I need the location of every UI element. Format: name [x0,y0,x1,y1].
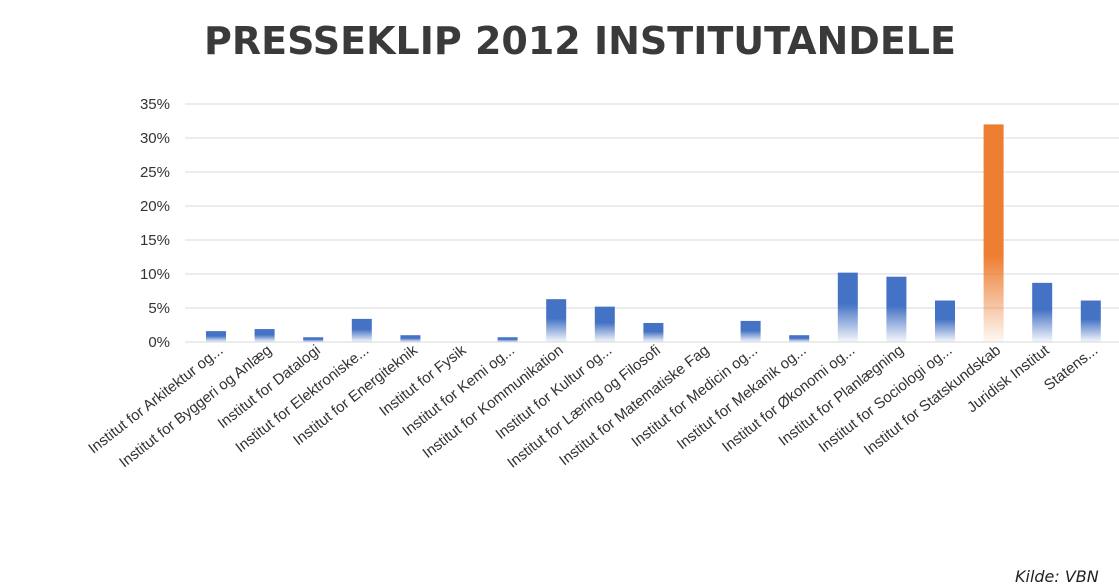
bar [1032,282,1053,342]
y-tick-label: 30% [140,130,170,147]
y-tick-label: 5% [148,300,170,317]
bar [837,272,858,342]
bar [206,331,226,342]
chart-title: PRESSEKLIP 2012 INSTITUTANDELE [204,19,956,63]
source-note: Kilde: VBN [1015,567,1099,586]
bar [643,322,664,342]
bar [789,335,810,342]
x-tick-label: Juridisk Institut [964,341,1053,416]
x-tick-label: Statens... [1041,342,1101,394]
y-tick-label: 20% [140,198,170,215]
y-tick-label: 0% [148,334,170,351]
bars [206,124,1101,343]
bar [594,306,615,342]
bar [740,320,761,342]
x-axis-ticks: Institut for Arkitektur og...Institut fo… [85,341,1101,471]
bar [303,337,324,342]
bar [497,337,518,342]
bar [1080,300,1101,342]
bar [546,299,567,342]
y-axis-ticks: 0% 5% 10% 15% 20% 25% 30% 35% [140,96,170,351]
bar [400,335,421,342]
y-tick-label: 10% [140,266,170,283]
bar [886,276,907,342]
bar [935,300,955,342]
y-tick-label: 35% [140,96,170,113]
y-tick-label: 25% [140,164,170,181]
bar [983,124,1004,343]
y-tick-label: 15% [140,232,170,249]
gridlines [185,103,1119,343]
bar [254,329,275,342]
bar [351,318,372,342]
